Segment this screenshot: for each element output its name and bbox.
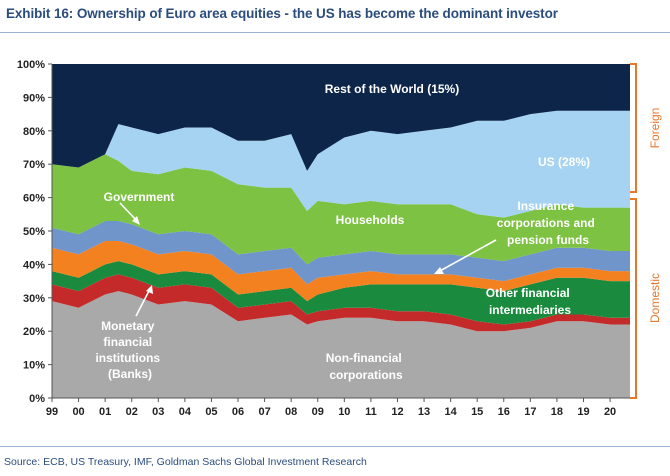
label-mfi: Monetary financial institutions (Banks) xyxy=(95,317,164,381)
y-tick-label: 100% xyxy=(17,59,45,71)
ownership-chart: 0% 10% 20% 30% 40% 50% 60% 70% 80% 90% 100% 99 00 01… xyxy=(17,59,662,418)
domestic-label: Domestic xyxy=(648,273,662,323)
label-insurance: Insurance corporations and pension funds xyxy=(497,197,599,247)
label-households: Households xyxy=(336,213,405,227)
area-gov xyxy=(52,221,630,285)
label-insurance-line-2: corporations and xyxy=(497,216,595,230)
x-tick-label: 07 xyxy=(258,406,270,418)
mfi-arrow-head xyxy=(146,285,153,294)
x-tick-label: 15 xyxy=(471,406,483,418)
x-tick-label: 14 xyxy=(444,406,457,418)
insurance-arrow xyxy=(437,239,497,273)
x-tick-label: 20 xyxy=(604,406,616,418)
y-tick-label: 20% xyxy=(23,326,45,338)
x-tick-label: 16 xyxy=(498,406,510,418)
label-other-financial-line-2: intermediaries xyxy=(489,303,571,317)
x-tick-label: 03 xyxy=(152,406,164,418)
area-nonfin xyxy=(52,291,630,398)
x-tick-label: 00 xyxy=(72,406,84,418)
area-row xyxy=(52,64,630,171)
x-axis: 99 00 01 02 03 04 05 06 07 08 09 10 11 12 13 14 15 16 17 18… xyxy=(46,397,630,418)
x-tick-label: 02 xyxy=(126,406,138,418)
label-other-financial-line-1: Other financial xyxy=(486,286,570,300)
area-series-group xyxy=(52,64,630,398)
domestic-bracket xyxy=(630,198,637,399)
label-mfi-line-1: Monetary xyxy=(101,319,155,333)
x-tick-label: 11 xyxy=(365,406,377,418)
government-arrow-head xyxy=(132,216,140,225)
x-tick-label: 06 xyxy=(232,406,244,418)
insurance-arrow-head xyxy=(434,267,444,274)
x-tick-label: 99 xyxy=(46,406,58,418)
y-tick-label: 0% xyxy=(29,393,45,405)
mfi-arrow xyxy=(135,288,151,317)
label-government: Government xyxy=(104,190,175,204)
y-tick-label: 30% xyxy=(23,293,45,305)
x-tick-label: 18 xyxy=(551,406,563,418)
label-other-financial: Other financial intermediaries xyxy=(486,284,574,317)
chart-title: Exhibit 16: Ownership of Euro area equit… xyxy=(6,6,558,21)
footer-divider xyxy=(0,446,670,447)
x-tick-label: 10 xyxy=(338,406,350,418)
y-tick-label: 80% xyxy=(23,126,45,138)
y-tick-label: 50% xyxy=(23,226,45,238)
y-axis: 0% 10% 20% 30% 40% 50% 60% 70% 80% 90% 100% xyxy=(17,59,53,405)
x-tick-label: 09 xyxy=(312,406,324,418)
source-note: Source: ECB, US Treasury, IMF, Goldman S… xyxy=(4,456,367,468)
y-tick-label: 60% xyxy=(23,193,45,205)
foreign-label: Foreign xyxy=(648,108,662,149)
y-tick-label: 70% xyxy=(23,159,45,171)
y-tick-label: 40% xyxy=(23,259,45,271)
x-tick-label: 05 xyxy=(205,406,217,418)
area-ofi xyxy=(52,261,630,325)
area-icpf xyxy=(52,241,630,302)
foreign-bracket xyxy=(630,63,637,193)
label-nonfin-line-2: corporations xyxy=(329,368,403,382)
label-mfi-line-3: institutions xyxy=(95,351,160,365)
x-tick-label: 19 xyxy=(577,406,589,418)
x-tick-label: 01 xyxy=(99,406,111,418)
area-hh xyxy=(52,154,630,265)
title-divider xyxy=(0,32,670,33)
x-tick-label: 04 xyxy=(179,406,192,418)
x-tick-label: 17 xyxy=(524,406,536,418)
label-nonfin-line-1: Non-financial xyxy=(326,351,402,365)
y-tick-label: 90% xyxy=(23,92,45,104)
label-insurance-line-1: Insurance xyxy=(517,199,574,213)
label-nonfin: Non-financial corporations xyxy=(326,349,406,382)
label-us: US (28%) xyxy=(538,155,590,169)
x-tick-label: 12 xyxy=(391,406,403,418)
label-insurance-line-3: pension funds xyxy=(507,233,589,247)
x-tick-label: 08 xyxy=(285,406,297,418)
label-mfi-line-4: (Banks) xyxy=(108,367,152,381)
x-tick-label: 13 xyxy=(418,406,430,418)
area-mfi xyxy=(52,274,630,332)
area-us xyxy=(52,110,630,218)
label-mfi-line-2: financial xyxy=(103,335,152,349)
y-tick-label: 10% xyxy=(23,360,45,372)
label-rest-of-world: Rest of the World (15%) xyxy=(325,82,459,96)
